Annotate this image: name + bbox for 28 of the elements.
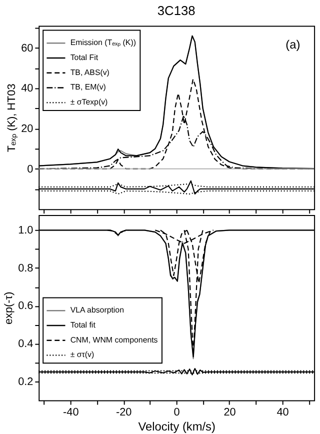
- y-tick-label: 0.4: [18, 338, 34, 350]
- x-tick-label: 0: [174, 406, 180, 419]
- y-tick-label: 60: [21, 42, 34, 54]
- legend-label: ± σTexp(v): [70, 98, 108, 107]
- y-tick-label: 0.6: [18, 300, 34, 312]
- legend-label: ± στ(v): [70, 350, 94, 360]
- annotation: (a): [286, 38, 300, 52]
- y-axis-title: exp(-τ): [3, 292, 16, 325]
- y-tick-label: 40: [21, 82, 34, 95]
- legend-label: TB, ABS(v): [70, 68, 110, 77]
- y-axis-title: Tₑₓₚ (K), HT03: [6, 84, 18, 152]
- x-tick-label: -40: [63, 406, 79, 419]
- legend-label: Total fit: [70, 320, 96, 330]
- y-tick-label: 0.2: [18, 376, 34, 388]
- legend-label: VLA absorption: [70, 306, 124, 315]
- y-tick-label: 0: [27, 163, 34, 176]
- y-tick-label: 1.0: [18, 224, 34, 237]
- legend-label: CNM, WNM components: [70, 335, 158, 344]
- legend-label: Emission (Tₑₓₚ (K)): [70, 38, 136, 48]
- y-tick-label: 0.8: [18, 262, 34, 274]
- x-tick-label: 20: [224, 406, 236, 419]
- x-tick-label: 40: [276, 406, 289, 419]
- y-tick-label: 20: [21, 122, 34, 135]
- chart-title: 3C138: [157, 2, 196, 18]
- x-axis-title: Velocity (km/s): [138, 420, 216, 434]
- legend-label: Total Fit: [70, 52, 99, 62]
- legend-label: TB, EM(v): [70, 82, 106, 92]
- x-tick-label: -20: [116, 406, 132, 419]
